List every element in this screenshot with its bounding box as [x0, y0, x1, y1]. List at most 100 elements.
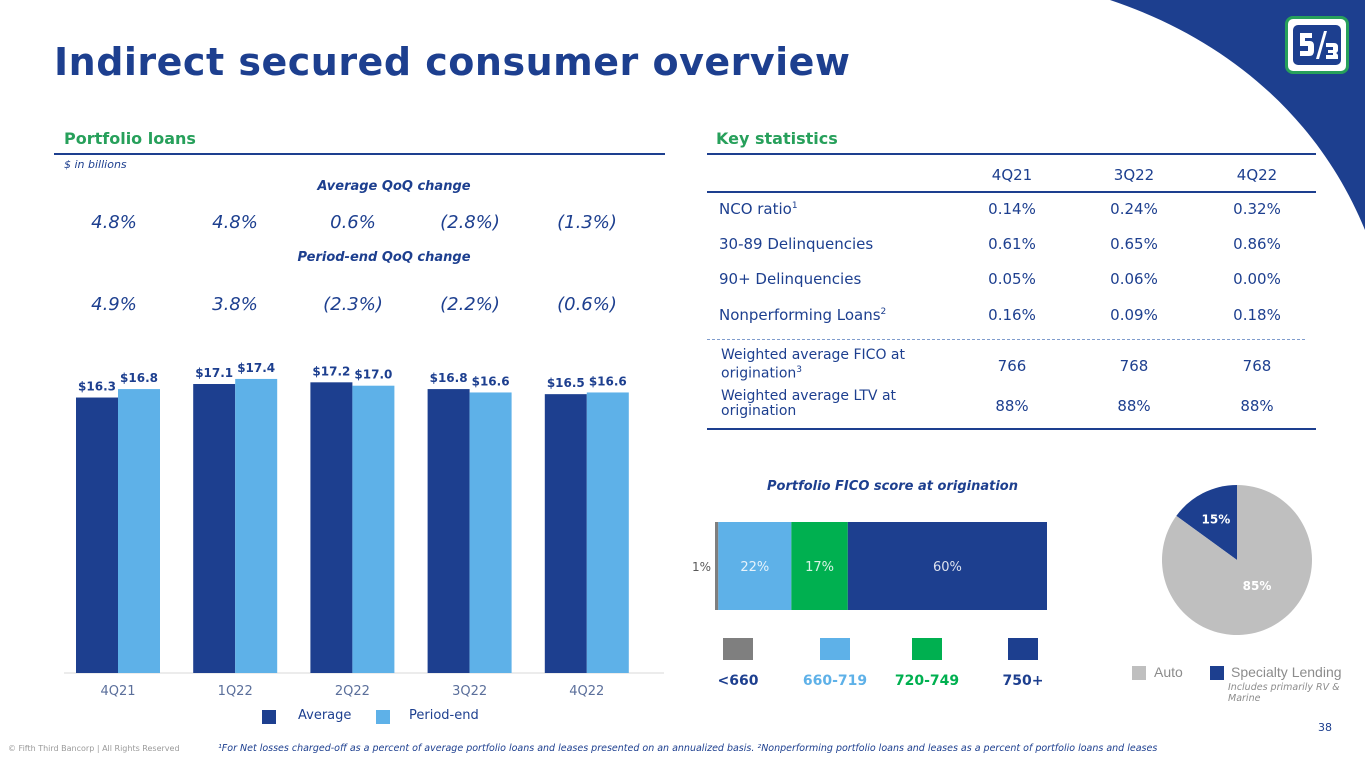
specialty-note: Includes primarily RV & Marine: [1228, 682, 1340, 704]
legend-label: 720-749: [895, 673, 959, 689]
row-label: Nonperforming Loans2: [719, 306, 887, 324]
column-header: 3Q22: [1113, 166, 1155, 184]
pie-slice: [1162, 485, 1312, 635]
data-label: $17.1: [195, 366, 233, 380]
table-cell: 768: [1119, 357, 1149, 375]
table-cell: 0.09%: [1110, 306, 1158, 324]
table-cell: 88%: [1240, 397, 1274, 415]
bar-period-end: [586, 392, 629, 673]
dashed-divider: [707, 339, 1305, 340]
table-row: Nonperforming Loans2 0.16% 0.09% 0.18%: [707, 306, 1316, 330]
table-cell: 0.14%: [988, 200, 1036, 218]
fico-segment: [718, 522, 792, 610]
legend-swatch-auto: [1132, 666, 1146, 680]
table-row: NCO ratio1 0.14% 0.24% 0.32%: [707, 200, 1316, 224]
legend-swatch: [912, 638, 942, 660]
data-label: $16.8: [430, 371, 468, 385]
x-tick-label: 3Q22: [452, 684, 487, 699]
legend-swatch-specialty: [1210, 666, 1224, 680]
key-stats-header-rule: [707, 191, 1316, 193]
fico-chart-title: Portfolio FICO score at origination: [767, 479, 1018, 494]
table-cell: 0.00%: [1233, 270, 1281, 288]
table-row: Weighted average FICO at origination3 76…: [707, 348, 1316, 386]
bar-period-end: [118, 389, 160, 673]
legend-swatch-average: [262, 710, 276, 724]
pe-qoq-value: 4.9%: [91, 294, 137, 315]
legend-swatch: [1008, 638, 1038, 660]
column-header: 4Q22: [1236, 166, 1278, 184]
table-cell: 0.06%: [1110, 270, 1158, 288]
legend-swatch-period-end: [376, 710, 390, 724]
table-row: 30-89 Delinquencies 0.61% 0.65% 0.86%: [707, 235, 1316, 259]
fifth-third-logo: [1285, 16, 1349, 74]
legend-label-period-end: Period-end: [409, 708, 479, 723]
bar-average: [76, 397, 118, 673]
table-cell: 0.18%: [1233, 306, 1281, 324]
pe-qoq-value: (2.2%): [440, 294, 500, 315]
x-tick-label: 4Q22: [569, 684, 604, 699]
pe-qoq-value: (2.3%): [323, 294, 383, 315]
table-cell: 0.61%: [988, 235, 1036, 253]
segment-pie-chart: 15% 85%: [1162, 485, 1312, 635]
bar-average: [193, 384, 236, 673]
bar-period-end: [352, 385, 395, 673]
data-label: $16.3: [78, 380, 116, 394]
page-number: 38: [1318, 721, 1332, 734]
table-cell: 88%: [1117, 397, 1151, 415]
data-label: $17.4: [237, 361, 275, 375]
logo-mark-icon: [1293, 25, 1341, 65]
row-label: 30-89 Delinquencies: [719, 235, 874, 253]
page-title: Indirect secured consumer overview: [54, 40, 851, 84]
data-label: $16.6: [472, 374, 510, 388]
row-label: NCO ratio1: [719, 200, 798, 218]
segment-label: 17%: [805, 560, 834, 575]
x-tick-label: 1Q22: [218, 684, 253, 699]
fico-segment: [847, 522, 1047, 610]
table-cell: 0.05%: [988, 270, 1036, 288]
legend-label-auto: Auto: [1154, 664, 1183, 680]
portfolio-bar-chart: $16.3 $16.8 4Q21 $17.1 $17.4 1Q22 $17.2 $17.0 2Q…: [64, 361, 664, 699]
avg-qoq-heading: Average QoQ change: [317, 179, 471, 194]
table-cell: 0.86%: [1233, 235, 1281, 253]
units-note: $ in billions: [64, 158, 127, 171]
pe-qoq-value: (0.6%): [557, 294, 617, 315]
table-cell: 0.65%: [1110, 235, 1158, 253]
legend-label: 660-719: [803, 673, 867, 689]
legend-label: 750+: [1003, 673, 1044, 689]
x-tick-label: 4Q21: [100, 684, 135, 699]
fico-segment: [715, 522, 719, 610]
column-header: 4Q21: [991, 166, 1033, 184]
legend-label: <660: [718, 673, 759, 689]
bar-average: [544, 394, 587, 673]
segment-label: 22%: [740, 560, 769, 575]
key-stats-heading: Key statistics: [716, 129, 838, 148]
portfolio-rule: [54, 153, 665, 155]
row-label: Weighted average LTV at origination: [721, 388, 897, 419]
avg-qoq-value: 4.8%: [212, 212, 258, 233]
portfolio-heading: Portfolio loans: [64, 129, 196, 148]
data-label: $16.8: [120, 371, 158, 385]
bar-average: [427, 389, 470, 673]
bar-period-end: [235, 378, 278, 673]
segment-label: 60%: [933, 560, 962, 575]
data-label: $17.0: [354, 368, 392, 382]
key-stats-top-rule: [707, 153, 1316, 155]
legend-swatch: [820, 638, 850, 660]
bar-period-end: [469, 392, 512, 673]
copyright: © Fifth Third Bancorp | All Rights Reser…: [8, 744, 180, 753]
row-label: Weighted average FICO at origination3: [721, 347, 905, 382]
legend-label-specialty: Specialty Lending: [1231, 664, 1342, 680]
footnote: ¹For Net losses charged-off as a percent…: [218, 743, 1158, 754]
table-cell: 0.16%: [988, 306, 1036, 324]
table-cell: 768: [1242, 357, 1272, 375]
pie-label: 85%: [1243, 579, 1272, 593]
table-row: Weighted average LTV at origination 88% …: [707, 389, 1316, 425]
legend-label-average: Average: [298, 708, 352, 723]
key-stats-bottom-rule: [707, 428, 1316, 430]
fico-stacked-bar-chart: 1% <660 22% 660-719 17% 720-749 60% 750+: [692, 522, 1047, 689]
table-cell: 0.24%: [1110, 200, 1158, 218]
bar-average: [310, 382, 353, 673]
x-tick-label: 2Q22: [335, 684, 370, 699]
table-cell: 0.32%: [1233, 200, 1281, 218]
fico-segment: [791, 522, 848, 610]
